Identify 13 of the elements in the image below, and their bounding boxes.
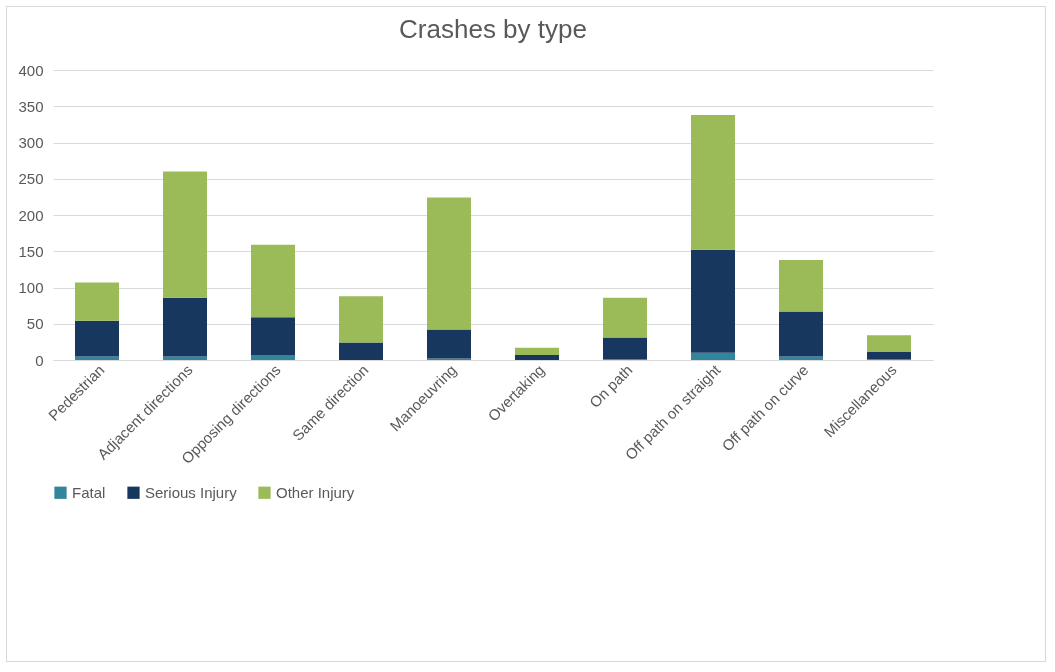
y-tick-label: 200 xyxy=(18,206,44,224)
legend-label: Serious Injury xyxy=(145,483,238,501)
y-tick-label: 100 xyxy=(18,279,44,296)
y-tick-label: 400 xyxy=(18,61,44,79)
chart-title: Crashes by type xyxy=(399,14,587,44)
legend-label: Other Injury xyxy=(276,483,355,501)
y-tick-label: 350 xyxy=(18,97,44,115)
y-tick-label: 250 xyxy=(18,170,44,188)
y-tick-label: 300 xyxy=(18,134,44,151)
legend-label: Fatal xyxy=(72,483,106,501)
y-tick-label: 150 xyxy=(18,242,44,260)
y-tick-label: 0 xyxy=(35,351,44,369)
y-tick-label: 50 xyxy=(26,315,44,333)
